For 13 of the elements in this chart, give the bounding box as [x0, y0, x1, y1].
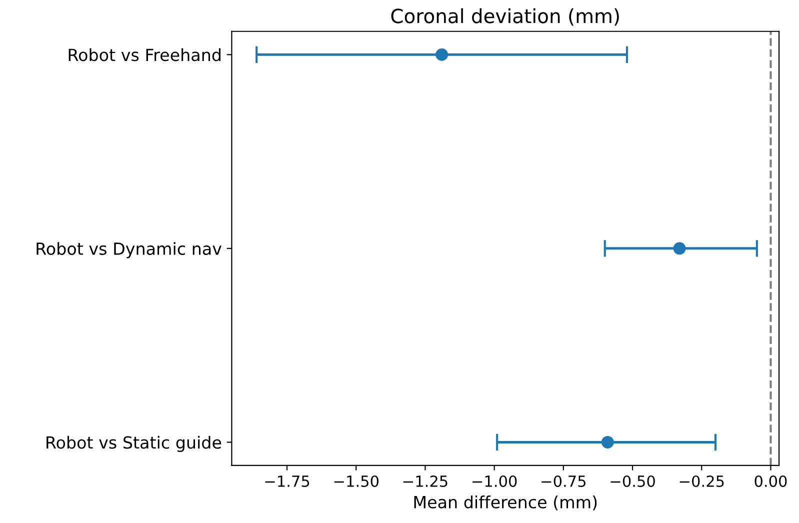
x-tick-label: −1.50: [334, 475, 378, 488]
x-axis-title: Mean difference (mm): [414, 496, 597, 510]
x-tick-label: −1.00: [472, 475, 517, 488]
x-tick-label: −1.75: [265, 476, 310, 488]
x-tick-label: −0.50: [610, 475, 655, 488]
x-tick-label: −0.25: [680, 475, 724, 488]
x-tick-label: −0.75: [542, 475, 586, 488]
y-tick-label: Robot vs Static guide: [46, 436, 222, 452]
x-tick-label: −1.25: [403, 475, 448, 488]
chart-title: Coronal deviation (mm): [391, 8, 619, 26]
y-tick-label: Robot vs Freehand: [68, 48, 220, 62]
y-tick-label: Robot vs Dynamic nav: [36, 242, 222, 258]
x-tick-label: 0.00: [754, 475, 787, 488]
